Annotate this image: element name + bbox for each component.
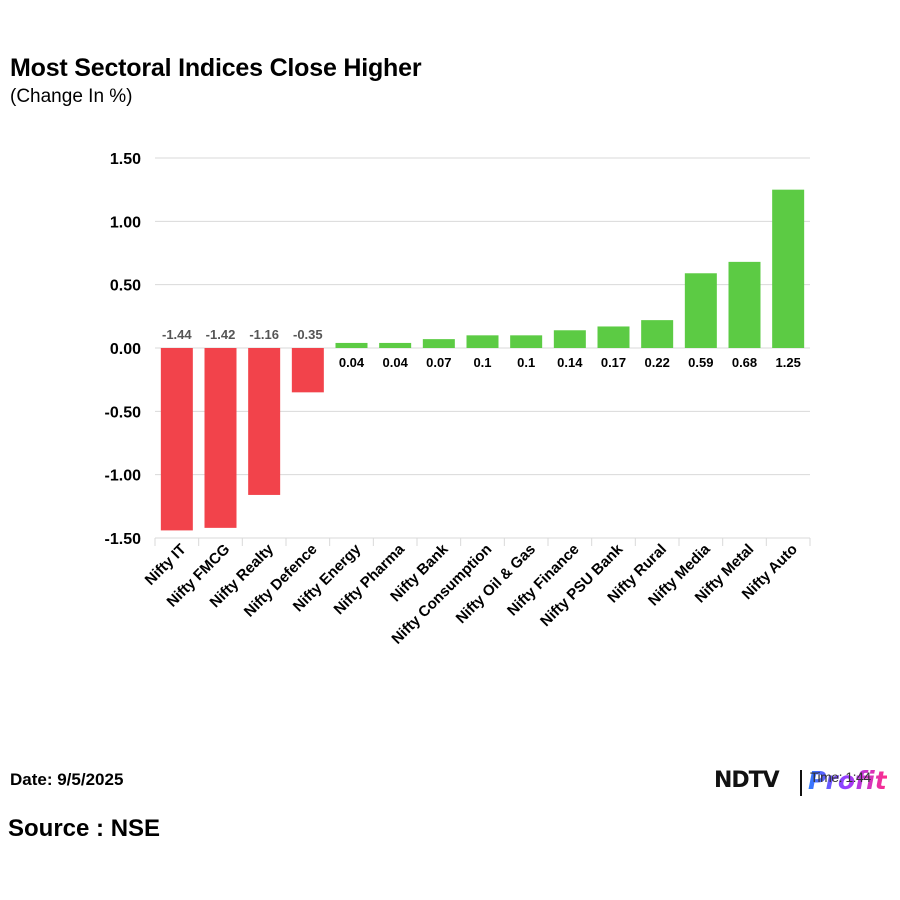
bars [160, 189, 805, 531]
data-label: 0.04 [383, 355, 409, 370]
bar [553, 330, 586, 348]
data-label: -0.35 [293, 327, 323, 342]
y-tick-label: 1.00 [110, 214, 141, 231]
logo-brand: NDTV [714, 768, 780, 793]
data-label: 0.04 [339, 355, 365, 370]
data-label: 0.1 [473, 355, 491, 370]
bar [772, 189, 805, 348]
data-label: -1.42 [206, 327, 236, 342]
bar [510, 335, 543, 348]
bar [728, 261, 761, 348]
y-tick-label: 1.50 [110, 151, 141, 168]
data-label: 1.25 [776, 355, 801, 370]
data-label: 0.07 [426, 355, 451, 370]
bar [204, 348, 237, 528]
data-label: -1.44 [162, 327, 192, 342]
date-label: Date: 9/5/2025 [10, 770, 124, 789]
x-tick-label: Nifty Oil & Gas [453, 541, 539, 627]
logo-product: Profit [808, 766, 887, 795]
y-tick-label: -0.50 [105, 404, 142, 421]
y-tick-label: -1.50 [105, 531, 142, 548]
chart-subtitle: (Change In %) [10, 86, 133, 107]
logo-overlay-text: Time: 1:44 [810, 769, 871, 785]
logo-separator [800, 770, 802, 796]
bar [641, 320, 674, 348]
y-tick-label: -1.00 [105, 468, 142, 485]
y-tick-label: 0.00 [110, 341, 141, 358]
bar [466, 335, 499, 348]
data-label: 0.59 [688, 355, 713, 370]
y-tick-label: 0.50 [110, 278, 141, 295]
bar [248, 348, 281, 495]
data-label: 0.1 [517, 355, 535, 370]
data-label: 0.14 [557, 355, 583, 370]
bar [160, 348, 193, 531]
y-axis-ticks: 1.50 1.00 0.50 0.00 -0.50 -1.00 -1.50 [105, 151, 142, 548]
data-label: 0.17 [601, 355, 626, 370]
data-label: 0.22 [645, 355, 670, 370]
chart-title: Most Sectoral Indices Close Higher [10, 54, 422, 82]
bar [335, 342, 368, 348]
source-label: Source : NSE [8, 815, 161, 842]
bar [291, 348, 324, 393]
bar [684, 273, 717, 348]
ndtv-profit-logo: NDTV Profit Time: 1:44 [714, 766, 894, 800]
data-labels: -1.44 -1.42 -1.16 -0.35 0.04 0.04 0.07 0.1 0.1 0.… [162, 327, 801, 370]
bar [379, 342, 412, 348]
data-label: -1.16 [249, 327, 279, 342]
bar [422, 339, 455, 348]
bar [597, 326, 630, 348]
data-label: 0.68 [732, 355, 757, 370]
